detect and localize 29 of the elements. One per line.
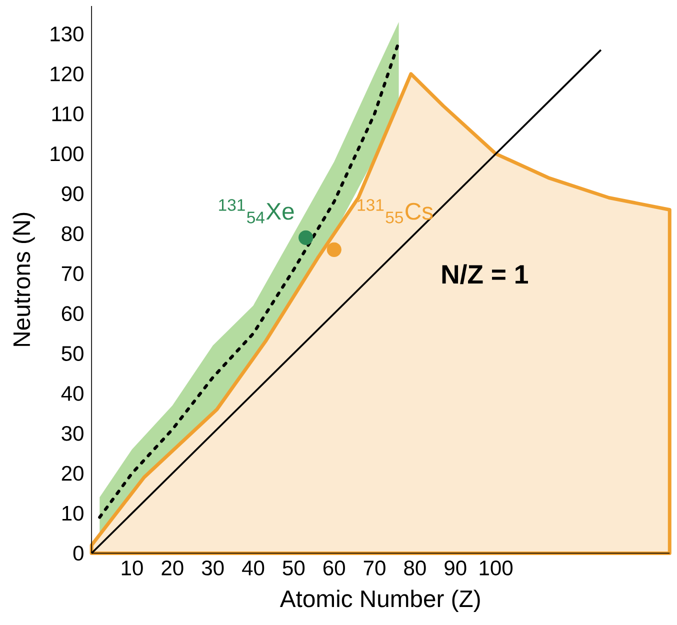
x-tick-label: 90: [444, 560, 466, 576]
y-tick-label: 70: [62, 266, 84, 282]
y-tick-label: 60: [62, 306, 84, 322]
y-tick-label: 130: [50, 26, 84, 42]
y-tick-label: 80: [62, 226, 84, 242]
y-tick-label: 30: [62, 426, 84, 442]
y-axis-title: Neutrons (N): [12, 213, 35, 346]
x-tick-label: 30: [202, 560, 224, 576]
x-tick-label: 60: [323, 560, 345, 576]
x-axis-title: Atomic Number (Z): [280, 590, 480, 612]
y-tick-label: 50: [62, 346, 84, 362]
y-tick-label: 110: [52, 106, 84, 122]
x-tick-label: 80: [404, 560, 426, 576]
annotation: N/Z = 1: [442, 264, 528, 284]
y-tick-label: 120: [50, 66, 84, 82]
x-tick-label: 10: [122, 560, 143, 576]
annotation: 131$_{55}$Cs: [358, 199, 433, 224]
x-tick-label: 50: [282, 560, 305, 576]
y-tick-label: 20: [62, 466, 84, 481]
x-tick-label: 70: [364, 560, 386, 576]
y-tick-label: 0: [73, 546, 84, 561]
y-tick-label: 40: [61, 386, 84, 402]
y-tick-label: 90: [62, 186, 84, 202]
x-tick-label: 100: [480, 560, 513, 576]
y-tick-label: 10: [62, 506, 84, 521]
x-tick-label: 40: [242, 560, 264, 576]
y-tick-label: 100: [50, 146, 84, 162]
annotation: 131$_{54}$Xe: [219, 199, 294, 224]
x-tick-label: 20: [162, 560, 184, 576]
